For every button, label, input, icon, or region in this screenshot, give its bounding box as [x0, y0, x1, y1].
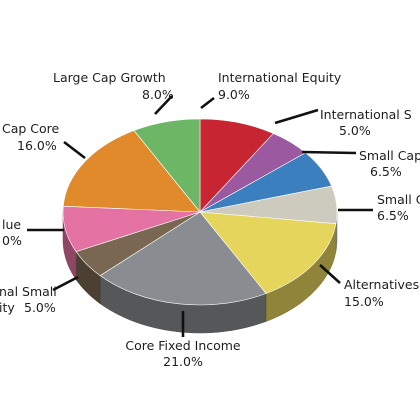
label-small-cap-value-name: Small C: [377, 192, 420, 207]
label-large-cap-growth-pct: 8.0%: [142, 87, 174, 102]
label-core-fixed-pct: 21.0%: [163, 354, 203, 369]
label-large-cap-value-name: lue: [2, 217, 21, 232]
label-large-cap-growth-name: Large Cap Growth: [53, 70, 166, 85]
label-intl-small-pct: 5.0%: [339, 123, 371, 138]
pie-slice-tops: [62, 118, 338, 306]
label-small-cap-value-pct: 6.5%: [377, 208, 409, 223]
label-small-cap-growth-name: Small Cap: [359, 148, 420, 163]
label-intl-small-left-name: nal Small: [0, 284, 57, 299]
label-intl-small-name: International S: [320, 107, 412, 122]
leader-line-international-equity: [200, 96, 215, 110]
label-large-cap-value-pct: 0%: [2, 233, 22, 248]
label-leader-lines: [27, 95, 373, 337]
pie-slice-large-cap-growth: [133, 118, 201, 213]
label-alternatives-name: Alternatives: [344, 277, 419, 292]
label-intl-small-left-prefix: ity: [0, 300, 15, 315]
label-intl-small-left-pct: 5.0%: [24, 300, 56, 315]
pie-slice-alternatives: [199, 211, 337, 294]
leader-line-small-cap-growth: [301, 150, 357, 155]
pie-slice-large-cap-core: [62, 130, 201, 213]
label-alternatives-pct: 15.0%: [344, 294, 384, 309]
slice-labels: International Equity 9.0% International …: [0, 70, 420, 369]
leader-line-large-cap-growth: [154, 95, 173, 115]
label-core-fixed-name: Core Fixed Income: [125, 338, 241, 353]
leader-line-international-small-cap-equity-left: [52, 275, 79, 292]
label-intl-equity-name: International Equity: [218, 70, 342, 85]
label-large-cap-core-name: Cap Core: [2, 121, 60, 136]
pie-slice-core-fixed-income: [99, 211, 267, 306]
label-intl-equity-pct: 9.0%: [218, 87, 250, 102]
leader-line-large-cap-core: [63, 140, 86, 160]
label-small-cap-growth-pct: 6.5%: [370, 164, 402, 179]
leader-line-alternatives: [319, 264, 341, 284]
label-large-cap-core-pct: 16.0%: [17, 138, 57, 153]
leader-line-international-small-cap-equity: [274, 108, 319, 125]
